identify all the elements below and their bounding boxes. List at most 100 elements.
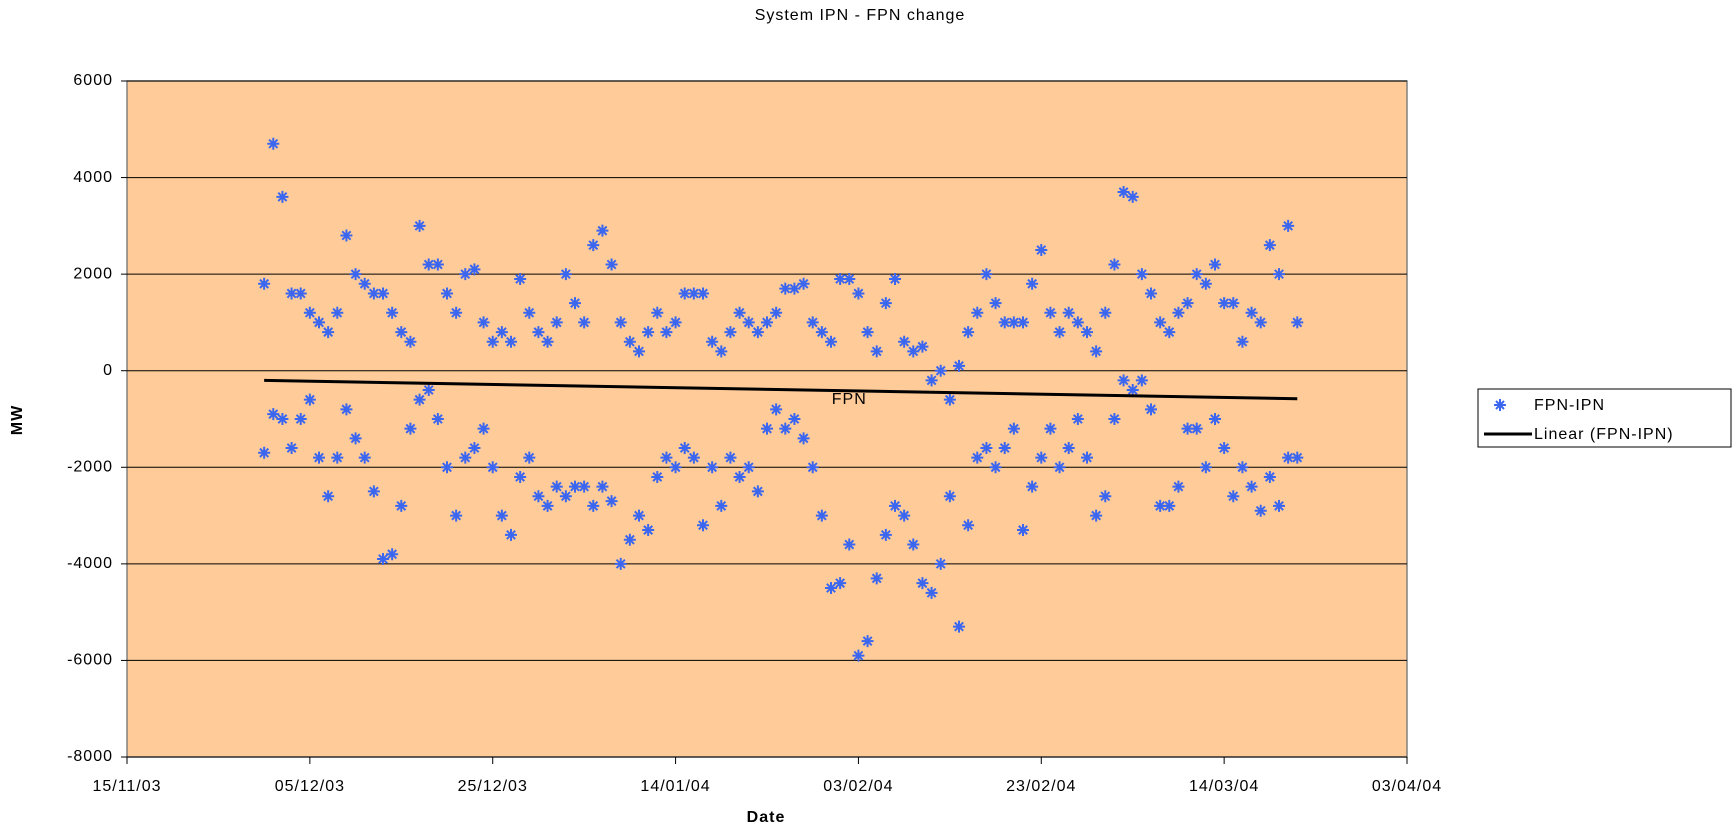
point bbox=[980, 268, 993, 281]
point bbox=[431, 258, 444, 271]
annotation: FPN bbox=[832, 391, 867, 408]
point bbox=[505, 335, 517, 348]
point bbox=[367, 287, 380, 300]
point bbox=[605, 495, 618, 508]
point bbox=[1218, 297, 1231, 310]
point bbox=[1007, 422, 1020, 435]
point bbox=[404, 422, 417, 435]
point bbox=[468, 441, 481, 454]
point bbox=[1154, 316, 1167, 329]
legend-marker bbox=[1494, 399, 1506, 411]
point bbox=[998, 441, 1011, 454]
point bbox=[1172, 306, 1185, 319]
point bbox=[697, 519, 709, 532]
y-tick-label: 0 bbox=[103, 362, 113, 379]
point bbox=[1254, 504, 1267, 517]
x-tick-label: 25/12/03 bbox=[458, 778, 528, 795]
point bbox=[1126, 190, 1139, 203]
point bbox=[541, 499, 554, 512]
point bbox=[1108, 258, 1121, 271]
point bbox=[669, 316, 682, 329]
point bbox=[971, 306, 984, 319]
y-tick-label: -4000 bbox=[67, 555, 113, 572]
point bbox=[861, 326, 874, 339]
chart-title: System IPN - FPN change bbox=[755, 7, 966, 24]
point bbox=[441, 461, 453, 474]
x-tick-label: 23/02/04 bbox=[1006, 778, 1076, 795]
point bbox=[331, 306, 344, 319]
point bbox=[788, 413, 801, 425]
point bbox=[413, 393, 426, 406]
point bbox=[1181, 297, 1194, 310]
point bbox=[788, 282, 801, 295]
point bbox=[916, 340, 929, 353]
point bbox=[834, 272, 847, 285]
point bbox=[303, 393, 316, 406]
point bbox=[303, 306, 316, 319]
point bbox=[843, 538, 856, 551]
point bbox=[1163, 326, 1176, 339]
point bbox=[742, 461, 755, 474]
point bbox=[294, 413, 307, 425]
point bbox=[1035, 244, 1048, 256]
point bbox=[596, 224, 609, 237]
point bbox=[1053, 326, 1066, 339]
point bbox=[770, 306, 783, 319]
point bbox=[587, 239, 600, 252]
point bbox=[386, 548, 399, 561]
point bbox=[1209, 413, 1221, 425]
point bbox=[733, 306, 746, 319]
point bbox=[779, 422, 792, 435]
point bbox=[806, 461, 819, 474]
point bbox=[623, 335, 636, 348]
point bbox=[505, 528, 517, 541]
point bbox=[1273, 268, 1285, 281]
point bbox=[642, 524, 655, 537]
point bbox=[962, 519, 975, 532]
point bbox=[450, 306, 463, 319]
point bbox=[477, 422, 490, 435]
point bbox=[934, 557, 947, 570]
point bbox=[450, 509, 463, 522]
point bbox=[1273, 499, 1285, 512]
point bbox=[431, 413, 444, 425]
x-tick-label: 03/02/04 bbox=[823, 778, 893, 795]
point bbox=[1145, 403, 1157, 416]
point bbox=[879, 528, 892, 541]
point bbox=[523, 306, 536, 319]
point bbox=[395, 326, 408, 339]
point bbox=[633, 509, 645, 522]
point bbox=[514, 470, 527, 483]
point bbox=[669, 461, 682, 474]
point bbox=[541, 335, 554, 348]
point bbox=[523, 451, 536, 464]
point bbox=[404, 335, 417, 348]
point bbox=[1227, 297, 1240, 310]
point bbox=[578, 480, 591, 493]
plot: -8000 -6000 -4000 -2000 0 2000 4000 6000 15/11/0… bbox=[67, 72, 1441, 795]
point bbox=[1062, 441, 1075, 454]
point bbox=[1099, 306, 1112, 319]
point bbox=[532, 326, 545, 339]
y-tick-label: 6000 bbox=[73, 72, 113, 89]
legend-label: Linear (FPN-IPN) bbox=[1534, 426, 1674, 443]
point bbox=[550, 480, 563, 493]
legend-box bbox=[1477, 388, 1732, 448]
point bbox=[706, 335, 719, 348]
point bbox=[477, 316, 490, 329]
point bbox=[1071, 316, 1084, 329]
point bbox=[1282, 219, 1295, 232]
point bbox=[870, 572, 883, 585]
point bbox=[550, 316, 563, 329]
point bbox=[377, 553, 389, 566]
point bbox=[559, 490, 572, 503]
point bbox=[1017, 524, 1029, 537]
point bbox=[285, 287, 298, 300]
point bbox=[1135, 374, 1148, 387]
point bbox=[258, 277, 271, 290]
point bbox=[1044, 422, 1057, 435]
point bbox=[313, 451, 325, 464]
point bbox=[377, 287, 389, 300]
point bbox=[797, 277, 810, 290]
